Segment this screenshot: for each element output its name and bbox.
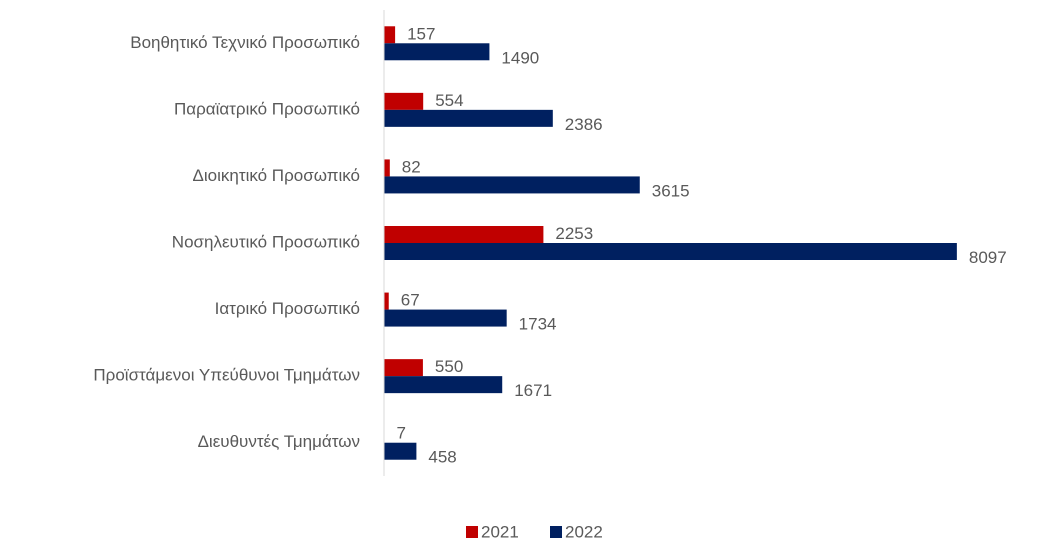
data-label: 1490 xyxy=(501,48,539,67)
y-tick-label: Βοηθητικό Τεχνικό Προσωπικό xyxy=(130,33,360,52)
y-tick-label: Ιατρικό Προσωπικό xyxy=(215,299,360,318)
data-label: 1734 xyxy=(519,315,557,334)
bar xyxy=(384,359,423,377)
data-label: 8097 xyxy=(969,248,1007,267)
legend-label: 2022 xyxy=(565,522,603,541)
bar xyxy=(384,92,424,110)
bar xyxy=(384,243,957,260)
legend-swatch xyxy=(466,526,478,538)
bar xyxy=(384,292,389,310)
data-label: 554 xyxy=(435,91,463,110)
legend-label: 2021 xyxy=(481,522,519,541)
data-label: 67 xyxy=(401,291,420,310)
bar xyxy=(384,309,507,327)
legend-swatch xyxy=(550,526,562,538)
bar xyxy=(384,376,503,394)
bar xyxy=(384,43,490,61)
data-label: 7 xyxy=(396,424,405,443)
bar xyxy=(384,226,544,243)
data-label: 82 xyxy=(402,157,421,176)
data-label: 1671 xyxy=(514,381,552,400)
bar xyxy=(384,442,417,460)
y-tick-label: Προϊστάμενοι Υπεύθυνοι Τμημάτων xyxy=(93,366,360,385)
bar xyxy=(384,26,396,44)
data-label: 2386 xyxy=(565,115,603,134)
bar xyxy=(384,176,640,194)
bar xyxy=(384,109,553,127)
bar xyxy=(384,159,390,177)
y-tick-label: Παραϊατρικό Προσωπικό xyxy=(174,99,360,118)
data-label: 458 xyxy=(428,448,456,467)
y-tick-label: Διοικητικό Προσωπικό xyxy=(193,166,360,185)
data-label: 550 xyxy=(435,357,463,376)
data-label: 2253 xyxy=(555,224,593,243)
y-tick-label: Διευθυντές Τμημάτων xyxy=(198,432,360,451)
data-label: 157 xyxy=(407,24,435,43)
data-label: 3615 xyxy=(652,181,690,200)
y-tick-label: Νοσηλευτικό Προσωπικό xyxy=(172,232,360,251)
